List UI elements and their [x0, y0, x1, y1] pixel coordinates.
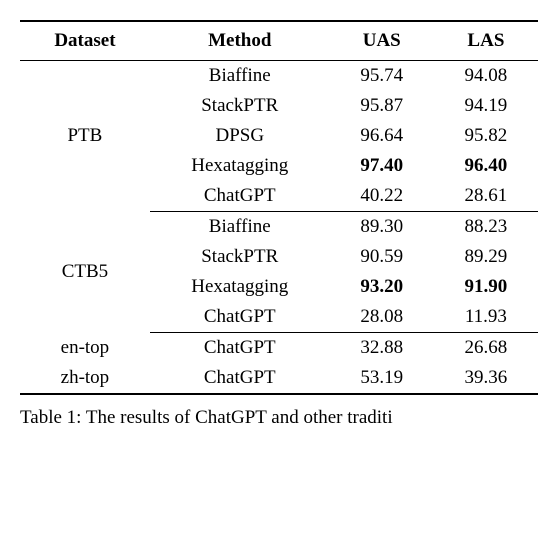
uas-cell: 32.88: [330, 333, 434, 364]
las-cell: 88.23: [434, 212, 538, 243]
method-cell: ChatGPT: [150, 302, 330, 333]
uas-cell: 53.19: [330, 363, 434, 394]
method-cell: Biaffine: [150, 212, 330, 243]
uas-cell: 90.59: [330, 242, 434, 272]
las-cell: 95.82: [434, 121, 538, 151]
method-cell: DPSG: [150, 121, 330, 151]
table-row: zh-top ChatGPT 53.19 39.36: [20, 363, 538, 394]
las-cell: 94.08: [434, 61, 538, 92]
table-caption: Table 1: The results of ChatGPT and othe…: [20, 407, 538, 429]
method-cell: Hexatagging: [150, 272, 330, 302]
results-table-container: Dataset Method UAS LAS PTB Biaffine 95.7…: [20, 20, 538, 429]
las-cell: 39.36: [434, 363, 538, 394]
dataset-en-top: en-top: [20, 333, 150, 364]
uas-cell: 95.74: [330, 61, 434, 92]
results-table: Dataset Method UAS LAS PTB Biaffine 95.7…: [20, 20, 538, 395]
table-row: PTB Biaffine 95.74 94.08: [20, 61, 538, 92]
dataset-ctb5: CTB5: [20, 212, 150, 333]
dataset-ptb: PTB: [20, 61, 150, 212]
method-cell: Hexatagging: [150, 151, 330, 181]
method-cell: Biaffine: [150, 61, 330, 92]
method-cell: ChatGPT: [150, 363, 330, 394]
uas-cell: 97.40: [330, 151, 434, 181]
las-cell: 91.90: [434, 272, 538, 302]
col-uas: UAS: [330, 21, 434, 61]
las-cell: 94.19: [434, 91, 538, 121]
dataset-zh-top: zh-top: [20, 363, 150, 394]
uas-cell: 95.87: [330, 91, 434, 121]
uas-cell: 96.64: [330, 121, 434, 151]
method-cell: ChatGPT: [150, 333, 330, 364]
table-row: en-top ChatGPT 32.88 26.68: [20, 333, 538, 364]
las-cell: 28.61: [434, 181, 538, 212]
col-method: Method: [150, 21, 330, 61]
header-row: Dataset Method UAS LAS: [20, 21, 538, 61]
uas-cell: 40.22: [330, 181, 434, 212]
col-dataset: Dataset: [20, 21, 150, 61]
uas-cell: 93.20: [330, 272, 434, 302]
method-cell: StackPTR: [150, 242, 330, 272]
table-row: CTB5 Biaffine 89.30 88.23: [20, 212, 538, 243]
las-cell: 89.29: [434, 242, 538, 272]
las-cell: 11.93: [434, 302, 538, 333]
uas-cell: 89.30: [330, 212, 434, 243]
las-cell: 96.40: [434, 151, 538, 181]
method-cell: ChatGPT: [150, 181, 330, 212]
uas-cell: 28.08: [330, 302, 434, 333]
las-cell: 26.68: [434, 333, 538, 364]
method-cell: StackPTR: [150, 91, 330, 121]
col-las: LAS: [434, 21, 538, 61]
